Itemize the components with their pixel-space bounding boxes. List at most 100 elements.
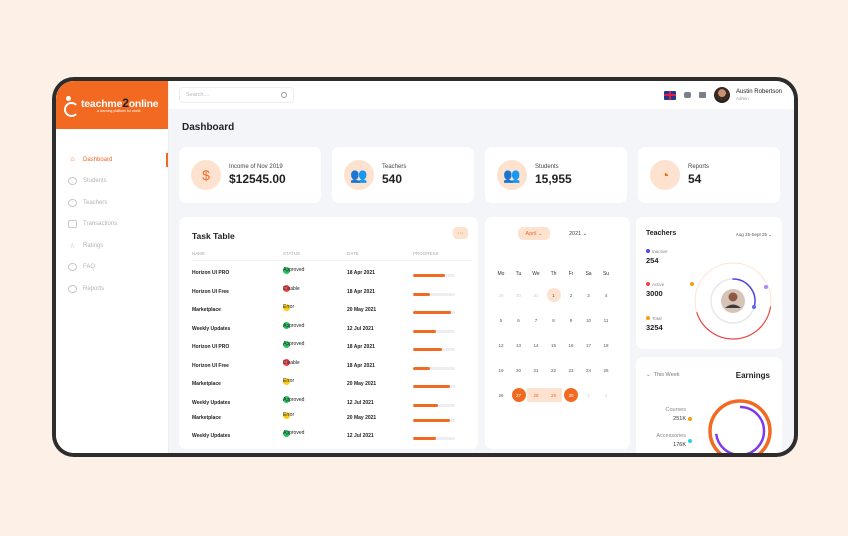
calendar-day[interactable]: 24 xyxy=(585,367,591,373)
calendar-day[interactable]: 6 xyxy=(517,317,520,323)
calendar-day[interactable]: 9 xyxy=(569,317,573,323)
period-select[interactable]: ⌄ This Week xyxy=(646,372,680,378)
date-range-select[interactable]: Aug 25-Sept 25 ⌄ xyxy=(735,232,772,237)
calendar-day[interactable]: 17 xyxy=(585,342,591,348)
inactive-marker-inner xyxy=(752,305,756,309)
calendar-day[interactable]: 19 xyxy=(498,367,504,373)
table-row[interactable]: Horizon UI Free × Disable 18 Apr 2021 xyxy=(192,359,472,377)
notification-bell-icon[interactable] xyxy=(683,92,691,98)
calendar-day[interactable]: 8 xyxy=(552,317,555,323)
sidebar-item-label: Reports xyxy=(83,285,105,292)
sidebar-item-ratings[interactable]: ☆ Ratings xyxy=(56,235,168,257)
task-name: Marketplace xyxy=(192,415,221,421)
calendar-day[interactable]: 1 xyxy=(546,288,561,302)
home-icon: ⌂ xyxy=(70,156,75,164)
total-marker xyxy=(690,282,694,286)
table-row[interactable]: Weekly Updates ✓ Approved 12 Jul 2021 xyxy=(192,429,472,447)
calendar-day[interactable]: 18 xyxy=(603,342,609,348)
task-name: Weekly Updates xyxy=(192,325,231,332)
stat-card-reports[interactable]: ◔ Reports 54 xyxy=(638,147,780,203)
weekday-label: Mo xyxy=(497,271,505,277)
stat-card-teachers[interactable]: 👥 Teachers 540 xyxy=(332,147,474,203)
calendar-day[interactable]: 29 xyxy=(498,292,504,298)
calendar-day[interactable]: 13 xyxy=(515,342,521,348)
month-select[interactable]: April ⌄ xyxy=(518,227,550,240)
calendar-day[interactable]: 7 xyxy=(534,317,538,323)
sidebar-item-reports[interactable]: Reports xyxy=(56,278,168,300)
calendar-day[interactable]: 2 xyxy=(604,392,608,398)
stat-card-students[interactable]: 👥 Students 15,955 xyxy=(485,147,627,203)
uk-flag-icon[interactable] xyxy=(663,90,676,100)
status-error-icon: ! xyxy=(283,377,290,385)
calendar-day[interactable]: 10 xyxy=(585,317,591,323)
calendar-day[interactable]: 25 xyxy=(603,367,609,373)
column-header-name[interactable]: NAME xyxy=(192,251,206,256)
calendar-day[interactable]: 21 xyxy=(533,367,539,373)
sidebar-item-faq[interactable]: FAQ xyxy=(56,257,168,279)
table-row[interactable]: Marketplace! Error 20 May 2021 xyxy=(192,377,472,395)
calendar-day[interactable]: 27 xyxy=(511,388,526,402)
table-row[interactable]: Marketplace! Error 20 May 2021 xyxy=(192,411,472,429)
page-title: Dashboard xyxy=(182,122,235,133)
calendar-day[interactable]: 23 xyxy=(568,367,574,373)
user-info[interactable]: Austin Robertson Admin xyxy=(736,89,782,102)
table-row[interactable]: Weekly Updates ✓ Approved 12 Jul 2021 xyxy=(192,322,472,340)
task-name: Horizon UI Free xyxy=(192,362,229,369)
search-input[interactable]: Search.... xyxy=(179,87,294,103)
user-avatar[interactable] xyxy=(713,87,730,103)
calendar-day[interactable]: 4 xyxy=(604,292,608,298)
sidebar-item-students[interactable]: Students xyxy=(56,171,168,193)
device-frame: teachme2online a learning platform for w… xyxy=(52,77,798,457)
sidebar-nav: ⌂ Dashboard Students Teachers Transactions ☆ R… xyxy=(56,149,168,300)
teachers-donut-chart xyxy=(690,262,772,340)
earnings-title: Earnings xyxy=(735,371,770,380)
task-name: Marketplace xyxy=(192,307,221,313)
table-row[interactable]: Horizon UI PRO ✓ Approved 18 Apr 2021 xyxy=(192,266,472,284)
column-header-date[interactable]: DATE xyxy=(347,251,359,256)
earnings-donut-chart xyxy=(708,399,772,453)
calendar-day[interactable]: 16 xyxy=(568,342,574,348)
calendar-day[interactable]: 3 xyxy=(587,292,590,298)
brand-logo[interactable]: teachme2online a learning platform for w… xyxy=(56,81,168,129)
calendar-day[interactable]: 31 xyxy=(533,292,539,298)
calendar-day[interactable]: 11 xyxy=(603,317,609,323)
stat-card-income[interactable]: $ Income of Nov 2019 $12545.00 xyxy=(179,147,321,203)
sidebar-item-dashboard[interactable]: ⌂ Dashboard xyxy=(56,149,168,171)
mail-icon[interactable] xyxy=(698,92,706,98)
table-row[interactable]: Horizon UI PRO ✓ Approved 18 Apr 2021 xyxy=(192,340,472,358)
calendar-day[interactable]: 30 xyxy=(564,388,578,402)
user-name: Austin Robertson xyxy=(735,88,782,95)
reports-chart-icon: ◔ xyxy=(650,160,680,190)
calendar-day[interactable]: 30 xyxy=(515,292,521,298)
task-name: Marketplace xyxy=(192,381,221,387)
more-options-button[interactable]: ··· xyxy=(453,227,468,239)
task-date: 12 Jul 2021 xyxy=(347,433,374,439)
calendar-day[interactable]: 5 xyxy=(499,317,503,323)
teachers-legend-total: Total 3254 xyxy=(646,316,663,332)
progress-bar xyxy=(413,329,455,333)
sidebar-item-transactions[interactable]: Transactions xyxy=(56,214,168,236)
calendar-day[interactable]: 29 xyxy=(544,388,563,402)
search-icon[interactable] xyxy=(281,92,287,98)
sidebar-item-label: Teachers xyxy=(83,199,108,206)
calendar-day[interactable]: 1 xyxy=(587,392,590,398)
progress-bar xyxy=(413,403,455,407)
calendar-day[interactable]: 20 xyxy=(515,367,521,373)
calendar-day[interactable]: 12 xyxy=(498,342,504,348)
task-date: 12 Jul 2021 xyxy=(347,325,374,332)
column-header-status[interactable]: STATUS xyxy=(283,251,301,256)
task-date: 18 Apr 2021 xyxy=(347,288,375,295)
year-select[interactable]: 2021 ⌄ xyxy=(569,230,588,237)
table-row[interactable]: Marketplace! Error 20 May 2021 xyxy=(192,303,472,321)
calendar-day[interactable]: 14 xyxy=(533,342,539,348)
calendar-day[interactable]: 15 xyxy=(550,342,556,348)
calendar-day[interactable]: 26 xyxy=(498,392,504,398)
calendar-day[interactable]: 2 xyxy=(569,292,573,298)
calendar-day[interactable]: 28 xyxy=(527,388,545,402)
transactions-icon xyxy=(68,220,77,229)
table-row[interactable]: Weekly Updates ✓ Approved 12 Jul 2021 xyxy=(192,396,472,414)
calendar-day[interactable]: 22 xyxy=(550,367,556,373)
table-row[interactable]: Horizon UI Free × Disable 18 Apr 2021 xyxy=(192,285,472,303)
sidebar-item-teachers[interactable]: Teachers xyxy=(56,192,168,214)
column-header-progress[interactable]: PROGRESS xyxy=(413,251,439,256)
